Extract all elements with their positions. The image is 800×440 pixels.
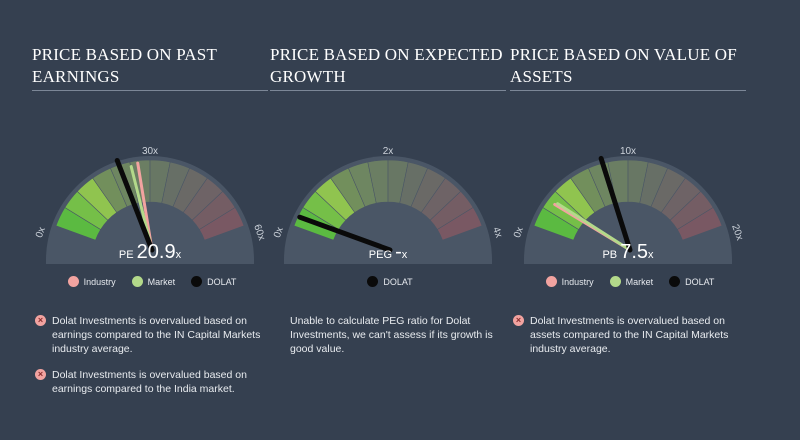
- needle-dolat: [114, 158, 155, 253]
- tick-label-max: 60x: [251, 223, 267, 242]
- tick-label-mid: 30x: [142, 146, 158, 157]
- peg-note-1: Unable to calculate PEG ratio for Dolat …: [290, 315, 493, 355]
- market-dot: [131, 276, 143, 287]
- peg-legend: DOLAT: [270, 276, 510, 287]
- needle-dolat: [297, 214, 393, 253]
- dolat-dot: [367, 276, 379, 287]
- dolat-dot: [669, 276, 681, 287]
- value-label: PEG -x: [369, 241, 408, 263]
- value-label: PB 7.5x: [602, 241, 654, 263]
- value-label: PE 20.9x: [119, 241, 182, 263]
- tick-label-min: 0x: [512, 226, 526, 240]
- industry-dot: [67, 276, 79, 287]
- needle-market: [556, 202, 632, 252]
- pb-notes: × Dolat Investments is overvalued based o…: [510, 314, 746, 368]
- legend-industry: Industry: [67, 276, 116, 287]
- dolat-dot: [191, 276, 203, 287]
- legend-market: Market: [609, 276, 653, 287]
- tick-label-mid: 10x: [620, 146, 636, 157]
- peg-panel-title: PRICE BASED ON EXPECTED GROWTH: [270, 44, 506, 91]
- market-dot: [609, 276, 621, 287]
- pb-panel-title: PRICE BASED ON VALUE OF ASSETS: [510, 44, 746, 91]
- gauge-segment: [676, 207, 723, 241]
- tick-label-max: 4x: [490, 226, 504, 240]
- legend-dolat: DOLAT: [669, 276, 714, 287]
- pe-panel: PRICE BASED ON PAST EARNINGS 0x 30x 60x PE …: [32, 0, 272, 440]
- industry-dot: [545, 276, 557, 287]
- pe-notes: × Dolat Investments is overvalued based o…: [32, 314, 268, 408]
- legend-dolat: DOLAT: [191, 276, 236, 287]
- tick-label-max: 20x: [729, 223, 745, 242]
- tick-label-min: 0x: [272, 226, 286, 240]
- tick-label-min: 0x: [34, 226, 48, 240]
- needle-dolat: [598, 155, 633, 253]
- tick-label-mid: 2x: [383, 146, 394, 157]
- pe-gauge: 0x 30x 60x PE 20.9x: [34, 146, 267, 264]
- pe-panel-title: PRICE BASED ON PAST EARNINGS: [32, 44, 268, 91]
- pe-note-1: × Dolat Investments is overvalued based o…: [32, 314, 268, 356]
- legend-dolat: DOLAT: [367, 276, 413, 287]
- pb-panel: PRICE BASED ON VALUE OF ASSETS 0x 10x 20x P…: [510, 0, 750, 440]
- pb-note-1: × Dolat Investments is overvalued based o…: [510, 314, 746, 356]
- cross-icon: ×: [35, 315, 46, 326]
- cross-icon: ×: [513, 315, 524, 326]
- legend-industry: Industry: [545, 276, 594, 287]
- pe-legend: Industry Market DOLAT: [32, 276, 272, 287]
- peg-gauge: 0x 2x 4x PEG -x: [272, 146, 504, 264]
- pe-note-2: × Dolat Investments is overvalued based o…: [32, 368, 268, 396]
- pb-legend: Industry Market DOLAT: [510, 276, 750, 287]
- peg-notes: Unable to calculate PEG ratio for Dolat …: [270, 314, 506, 368]
- gauge-segment: [198, 207, 245, 241]
- gauge-segment: [436, 207, 483, 241]
- cross-icon: ×: [35, 369, 46, 380]
- pb-gauge: 0x 10x 20x PB 7.5x: [512, 146, 745, 264]
- legend-market: Market: [131, 276, 175, 287]
- peg-panel: PRICE BASED ON EXPECTED GROWTH 0x 2x 4x PEG…: [270, 0, 510, 440]
